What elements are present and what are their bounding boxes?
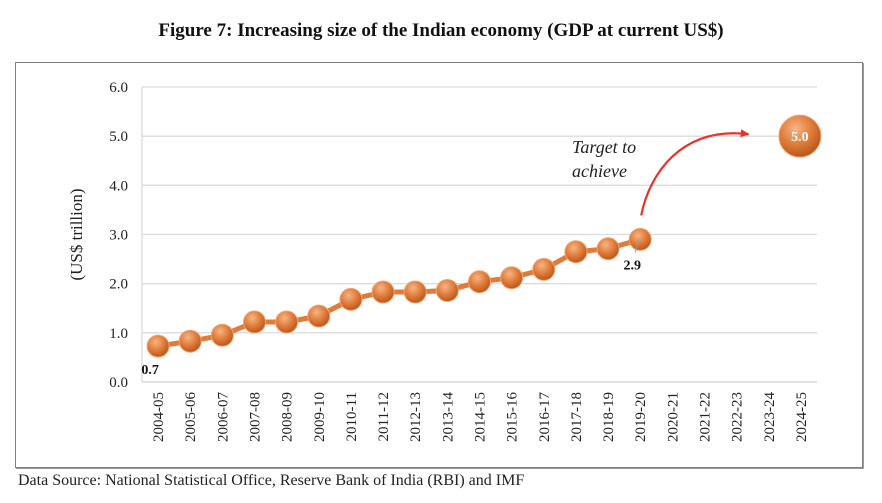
y-tick-label: 0.0 [109,375,128,391]
x-tick-label: 2013-14 [440,392,456,442]
x-tick-label: 2004-05 [151,392,167,442]
annotation-target: 5.0 Target to achieve [572,114,822,216]
x-tick-label: 2012-13 [408,392,424,442]
x-tick-label: 2016-17 [537,392,553,442]
chart-frame [15,62,863,468]
data-point [628,227,652,251]
target-arrow [640,129,750,216]
y-tick-label: 6.0 [109,80,128,96]
series-line [157,237,641,349]
x-tick-label: 2020-21 [665,392,681,442]
data-point [532,257,556,281]
x-tick-label: 2006-07 [215,392,231,442]
annotation-text: Target to [572,137,636,157]
data-point [403,280,427,304]
data-point [468,270,491,294]
x-tick-label: 2019-20 [633,392,649,442]
data-point [339,287,363,311]
data-label: 0.7 [141,363,159,378]
x-tick-label: 2005-06 [183,392,199,442]
x-tick-label: 2009-10 [312,392,328,442]
gridlines [141,86,817,383]
chart-title: Figure 7: Increasing size of the Indian … [158,20,724,41]
y-tick-label: 5.0 [109,129,128,145]
x-tick-label: 2021-22 [698,392,714,442]
annotation-text: achieve [572,161,627,181]
target-point [778,114,822,158]
x-tick-label: 2017-18 [569,392,585,442]
data-point [210,323,234,347]
data-point [275,310,299,334]
data-point [435,279,459,303]
x-tick-label: 2010-11 [344,392,360,441]
y-tick-label: 4.0 [109,178,128,194]
x-tick-label: 2023-24 [762,392,778,442]
x-axis-ticks: 2004-05 2005-06 2006-07 2007-08 2008-09 2009-… [151,392,810,442]
data-label: 2.9 [623,258,641,273]
y-tick-label: 2.0 [109,277,128,293]
series-gdp [146,227,652,358]
data-point [371,280,395,304]
x-tick-label: 2008-09 [280,392,296,442]
data-point [178,329,202,353]
data-point [243,310,266,334]
y-tick-label: 1.0 [109,326,128,342]
data-point [307,304,331,328]
data-label-leader [634,239,640,253]
x-tick-label: 2007-08 [248,392,264,442]
x-tick-label: 2015-16 [505,392,521,442]
target-label: 5.0 [791,130,809,145]
y-tick-label: 3.0 [109,228,128,244]
x-tick-label: 2011-12 [376,392,392,441]
data-source-note: Data Source: National Statistical Office… [18,472,525,489]
y-axis-ticks: 0.0 1.0 2.0 3.0 4.0 5.0 6.0 [109,80,128,391]
data-point [564,240,588,264]
x-tick-label: 2018-19 [601,392,617,442]
x-tick-label: 2022-23 [730,392,746,442]
x-tick-label: 2014-15 [473,392,489,442]
y-axis-label: (US$ trillion) [67,188,86,280]
data-labels: 0.7 2.9 [141,239,641,378]
data-point [146,334,170,358]
data-point [596,237,620,261]
data-point [500,266,524,290]
x-tick-label: 2024-25 [794,392,810,442]
